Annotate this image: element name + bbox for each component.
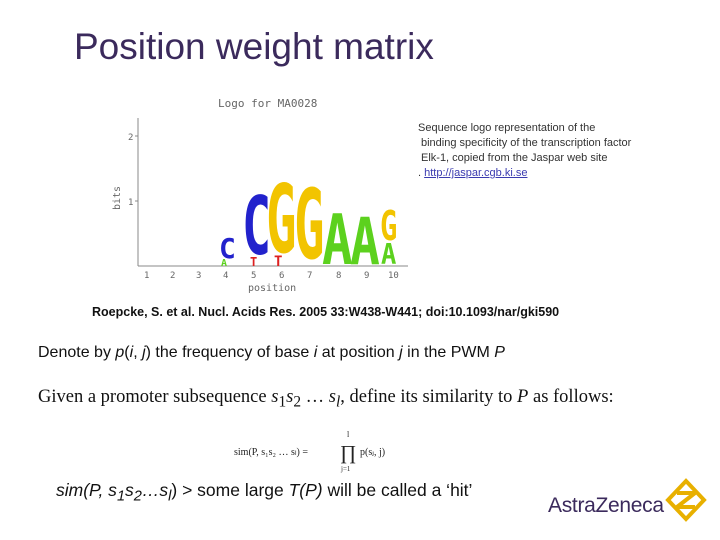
formula-lower-limit: j=1 [340,465,351,473]
astrazeneca-wordmark: AstraZeneca [548,494,664,517]
logo-letter-t: T [274,254,282,270]
logo-x-tick: 1 [144,271,149,281]
similarity-formula: sim(P, s₁s₂ … sₗ) = l ∏ j=1 p(sⱼ, j) [234,430,385,473]
logo-y-axis-label: bits [112,186,123,210]
logo-letter-g: G [380,203,397,250]
citation: Roepcke, S. et al. Nucl. Acids Res. 2005… [92,305,560,319]
formula-lhs: sim(P, s₁s₂ … sₗ) = [234,447,308,458]
logo-caption-line: Sequence logo representation of the [418,122,596,134]
jaspar-link[interactable]: http://jaspar.cgb.ki.se [424,167,528,179]
logo-letter-g: G [266,165,297,275]
logo-x-tick: 9 [364,271,369,281]
logo-letter-a: A [350,203,380,279]
astrazeneca-logo-icon [665,478,707,522]
logo-caption: Sequence logo representation of the bind… [418,121,668,181]
definition-text: Denote by p(i, j) the frequency of base … [38,344,505,361]
sequence-logo: Logo for MA0028 2 1 bits position 1 2 3 … [112,97,408,294]
logo-x-tick: 10 [388,271,399,281]
logo-letter-g: G [294,170,325,281]
logo-y-tick: 2 [128,133,133,143]
formula-product-symbol: ∏ [340,442,356,464]
logo-x-tick: 7 [307,271,312,281]
similarity-definition: Given a promoter subsequence s1s2 … sl, … [38,387,614,411]
logo-x-tick: 8 [336,271,341,281]
logo-header: Logo for MA0028 [218,97,317,110]
logo-caption-prefix: . [418,167,425,179]
logo-letter-a: A [221,258,227,269]
logo-caption-line: Elk-1, copied from the Jaspar web site [421,152,608,164]
formula-upper-limit: l [347,430,350,439]
hit-definition: sim(P, s1s2…sl) > some large T(P) will b… [56,480,473,505]
logo-x-tick: 4 [223,271,228,281]
logo-x-tick: 6 [279,271,284,281]
logo-letter-t: T [250,255,257,269]
logo-letter-c: C [219,232,236,265]
formula-rhs: p(sⱼ, j) [360,447,385,458]
logo-letter-c: C [242,179,271,274]
logo-y-tick: 1 [128,198,133,208]
slide-title: Position weight matrix [74,26,434,67]
logo-letter-a: A [322,201,353,281]
logo-caption-line: binding specificity of the transcription… [421,137,632,149]
logo-letter-a: A [381,239,396,272]
logo-x-tick: 3 [196,271,201,281]
logo-x-axis-label: position [248,283,296,294]
logo-x-tick: 5 [251,271,256,281]
logo-x-tick: 2 [170,271,175,281]
